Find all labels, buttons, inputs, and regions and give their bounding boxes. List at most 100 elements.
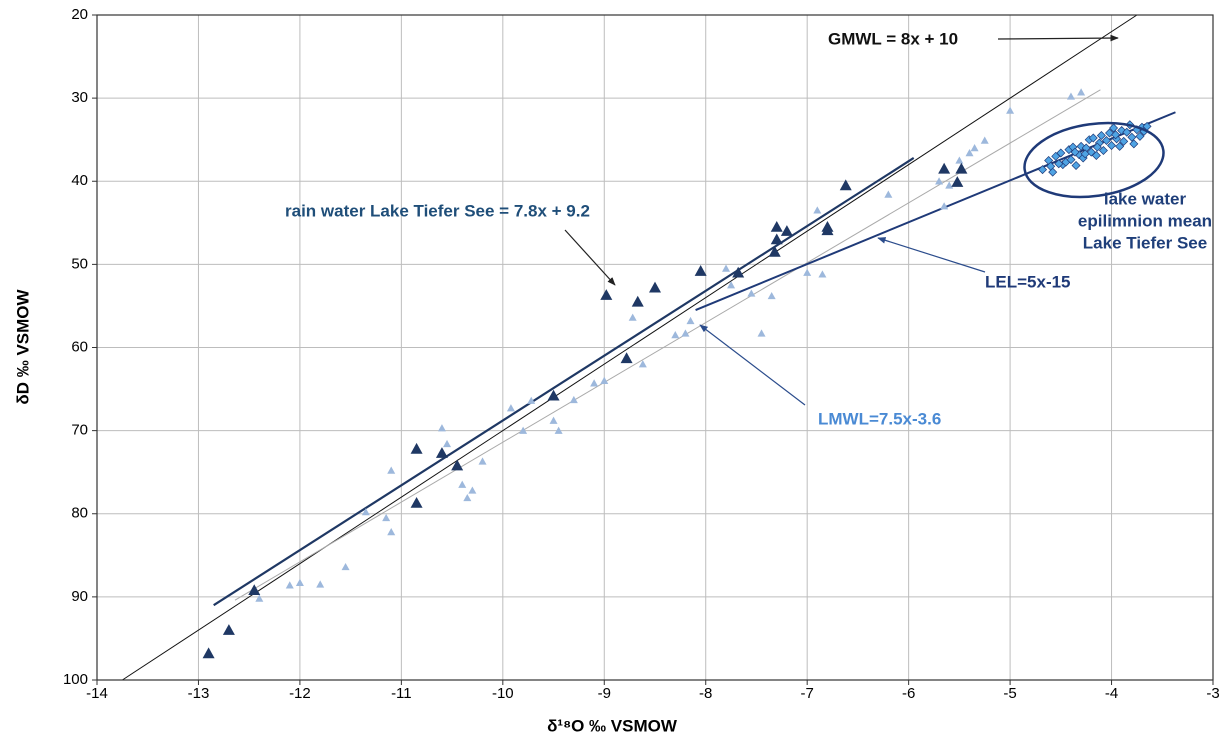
annotation-arrow xyxy=(877,237,986,273)
data-point xyxy=(757,329,766,337)
data-point xyxy=(387,466,396,474)
data-point xyxy=(1077,88,1086,96)
data-point xyxy=(955,162,968,174)
data-point xyxy=(980,136,989,144)
x-tick-label: -3 xyxy=(1206,685,1219,702)
data-point xyxy=(382,513,391,522)
data-point xyxy=(780,225,793,236)
cluster-outline xyxy=(1023,121,1165,199)
fit-line xyxy=(122,14,1138,681)
data-point xyxy=(463,493,472,502)
y-tick-label: 70 xyxy=(71,422,88,439)
data-point xyxy=(821,224,834,236)
data-point xyxy=(1101,136,1111,146)
data-point xyxy=(631,295,644,307)
data-point xyxy=(1109,123,1119,133)
annotation: GMWL = 8x + 10 xyxy=(828,29,958,48)
data-point xyxy=(884,190,893,198)
data-point xyxy=(410,496,423,508)
data-point xyxy=(478,457,487,465)
data-point xyxy=(722,264,731,272)
x-tick-label: -14 xyxy=(86,685,108,702)
data-point xyxy=(839,179,852,191)
data-point xyxy=(222,624,235,635)
y-tick-label: 30 xyxy=(71,89,88,106)
data-point xyxy=(938,162,951,174)
x-tick-label: -6 xyxy=(902,685,915,702)
data-point xyxy=(1107,141,1117,151)
data-point xyxy=(1105,128,1115,138)
data-point xyxy=(1122,127,1132,137)
annotation: LMWL=7.5x-3.6 xyxy=(818,409,941,428)
x-tick-label: -10 xyxy=(492,685,514,702)
data-point xyxy=(620,352,633,364)
x-tick-label: -7 xyxy=(801,685,814,702)
data-point xyxy=(1115,141,1125,151)
data-point xyxy=(1054,159,1064,169)
grid xyxy=(96,14,1214,681)
data-point xyxy=(1091,150,1101,160)
annotation: epilimnion mean xyxy=(1078,211,1212,230)
x-tick-label: -5 xyxy=(1003,685,1016,702)
data-point xyxy=(1006,106,1015,114)
annotation-arrow xyxy=(564,229,616,286)
data-point xyxy=(361,508,370,516)
y-tick-label: 80 xyxy=(71,505,88,522)
data-point xyxy=(1048,167,1058,177)
data-point xyxy=(951,176,964,187)
data-point xyxy=(468,486,477,494)
data-point xyxy=(506,404,515,412)
data-point xyxy=(965,148,974,157)
data-point xyxy=(387,528,396,536)
annotation: Lake Tiefer See xyxy=(1083,233,1207,252)
data-point xyxy=(770,220,783,232)
data-point xyxy=(1076,141,1086,151)
data-point xyxy=(1056,148,1066,158)
data-point xyxy=(600,376,609,384)
data-point xyxy=(1119,136,1129,146)
y-tick-label: 60 xyxy=(71,338,88,355)
data-point xyxy=(569,395,578,404)
data-point xyxy=(935,177,944,185)
annotation: lake water xyxy=(1104,189,1187,208)
data-point xyxy=(549,416,558,424)
data-point xyxy=(443,439,452,448)
data-point xyxy=(451,459,464,471)
annotation-arrow xyxy=(997,34,1119,42)
annotation-arrow xyxy=(699,324,806,406)
annotation: rain water Lake Tiefer See = 7.8x + 9.2 xyxy=(285,201,590,220)
data-point xyxy=(1092,142,1102,152)
data-point xyxy=(1046,161,1056,171)
x-axis-title: δ¹⁸O ‰ VSMOW xyxy=(547,716,678,735)
data-point xyxy=(940,202,949,210)
data-point xyxy=(970,144,979,152)
y-tick-label: 90 xyxy=(71,588,88,605)
data-point xyxy=(435,447,448,458)
data-point xyxy=(1080,149,1090,159)
x-tick-label: -9 xyxy=(598,685,611,702)
data-point xyxy=(341,562,350,571)
data-point xyxy=(649,281,661,293)
data-point xyxy=(1038,165,1048,175)
data-point xyxy=(1066,92,1075,100)
data-point xyxy=(410,442,423,454)
data-point xyxy=(768,245,781,257)
data-point xyxy=(803,268,812,276)
data-point xyxy=(767,291,776,300)
data-point xyxy=(437,424,446,432)
y-tick-label: 20 xyxy=(71,6,88,23)
data-point xyxy=(818,270,827,278)
data-point xyxy=(202,647,215,659)
data-point xyxy=(945,181,954,189)
x-tick-label: -8 xyxy=(699,685,712,702)
data-point xyxy=(686,316,695,325)
data-point xyxy=(1098,145,1108,155)
data-point xyxy=(813,206,822,214)
data-point xyxy=(628,313,637,321)
annotation: LEL=5x-15 xyxy=(985,272,1071,291)
data-point xyxy=(732,266,745,278)
fit-line xyxy=(213,157,915,607)
data-point xyxy=(295,578,304,586)
data-point xyxy=(590,379,599,387)
data-point xyxy=(1135,131,1145,141)
